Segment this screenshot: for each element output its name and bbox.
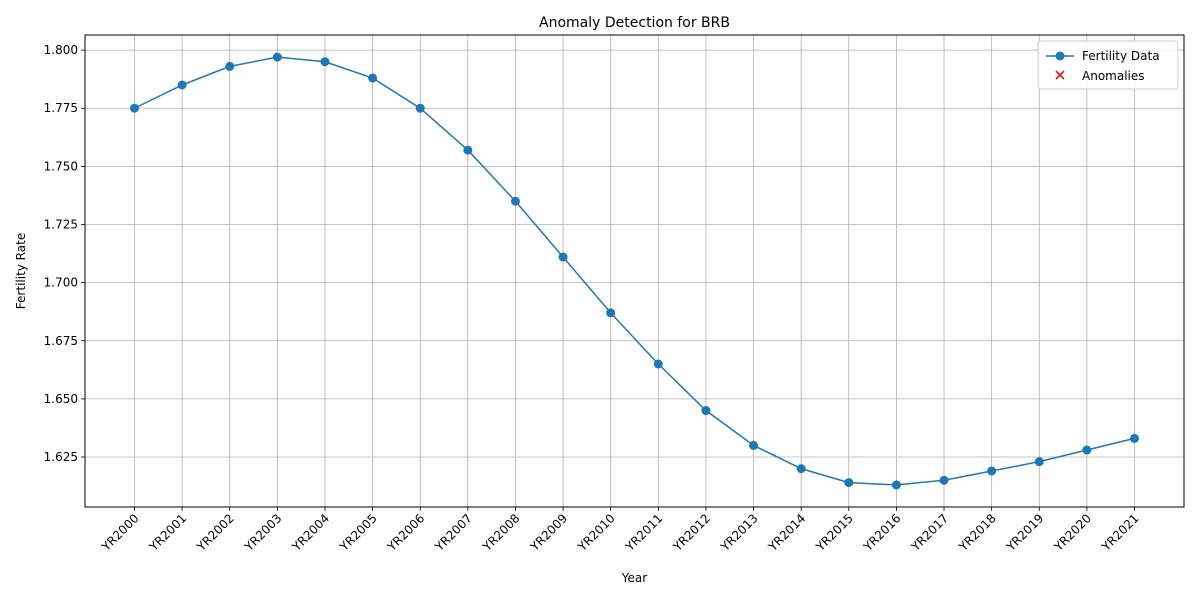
y-axis: 1.625 1.650 1.675 1.700 1.725 1.750 1.775 1.800 [44, 43, 85, 464]
y-tick-label: 1.700 [44, 276, 78, 290]
data-point [653, 359, 663, 369]
data-point [510, 196, 520, 206]
data-point [225, 61, 235, 71]
data-point [320, 57, 330, 67]
legend-marker-fertility [1055, 51, 1065, 61]
y-tick-label: 1.675 [44, 334, 78, 348]
data-point [177, 80, 187, 90]
data-point [939, 475, 949, 485]
data-point [415, 103, 425, 113]
chart-title: Anomaly Detection for BRB [539, 15, 730, 31]
y-tick-label: 1.650 [44, 392, 78, 406]
data-point [463, 145, 473, 155]
data-point [606, 308, 616, 318]
legend-box [1037, 40, 1179, 90]
legend: Fertility Data Anomalies [1037, 40, 1179, 90]
legend-label-anomalies: Anomalies [1082, 69, 1145, 83]
y-tick-label: 1.800 [44, 43, 78, 57]
data-point [1130, 433, 1139, 443]
data-point [749, 440, 759, 450]
data-point [987, 466, 997, 476]
data-point [891, 480, 901, 490]
series-line-fertility [134, 56, 1135, 486]
data-point [1082, 445, 1092, 455]
y-tick-label: 1.775 [44, 101, 78, 115]
series-layer [130, 52, 1139, 490]
data-point [796, 464, 806, 474]
data-point [272, 52, 282, 62]
data-point [1034, 457, 1044, 467]
y-axis-label: Fertility Rate [14, 233, 28, 309]
data-point [130, 103, 139, 113]
y-tick-label: 1.725 [44, 217, 78, 231]
data-point [558, 252, 568, 262]
plot-frame [84, 34, 1185, 508]
data-point [701, 406, 711, 416]
x-axis-label: Year [621, 571, 647, 585]
legend-marker-anomalies [1055, 70, 1065, 80]
y-tick-label: 1.625 [44, 450, 78, 464]
data-point [844, 478, 854, 488]
legend-label-fertility: Fertility Data [1082, 49, 1160, 63]
y-tick-label: 1.750 [44, 159, 78, 173]
data-point [368, 73, 378, 83]
grid [85, 35, 1184, 507]
